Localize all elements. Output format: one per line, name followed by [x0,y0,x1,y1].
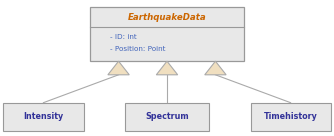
Text: Spectrum: Spectrum [145,112,189,121]
Polygon shape [156,61,178,75]
Text: Intensity: Intensity [23,112,63,121]
Text: - ID: int: - ID: int [110,34,137,40]
Text: - Position: Point: - Position: Point [110,46,166,52]
FancyBboxPatch shape [90,7,244,61]
Polygon shape [108,61,129,75]
FancyBboxPatch shape [3,103,84,131]
FancyBboxPatch shape [250,103,331,131]
Polygon shape [205,61,226,75]
Text: Timehistory: Timehistory [264,112,318,121]
Text: EarthquakeData: EarthquakeData [128,13,206,22]
FancyBboxPatch shape [125,103,209,131]
